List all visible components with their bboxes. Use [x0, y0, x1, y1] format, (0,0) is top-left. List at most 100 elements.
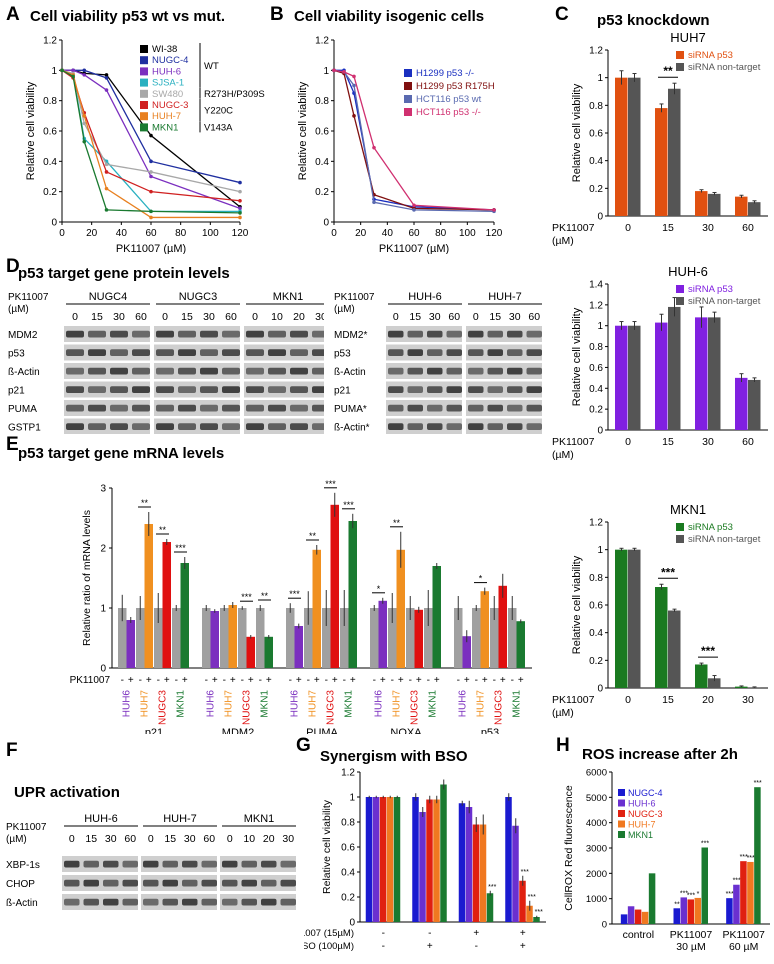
bar-treated: [330, 504, 339, 668]
blot-dose: 30: [105, 833, 117, 845]
x-axis-label: PK11007 (µM): [379, 243, 449, 254]
y-tick-label: 0.8: [589, 342, 603, 353]
data-point: [238, 206, 242, 211]
legend-label: NUGC-3: [628, 809, 663, 819]
blot-band: [201, 879, 217, 887]
panel-title-f: UPR activation: [14, 784, 120, 801]
data-point: [71, 74, 75, 79]
blot-band: [222, 367, 240, 375]
series-line: [62, 69, 241, 209]
blot-band: [407, 386, 423, 394]
bar: [628, 77, 641, 216]
blot-dose: 0: [69, 833, 75, 845]
blot-band: [88, 367, 106, 375]
y-tick-label: 1.2: [589, 518, 603, 529]
cell-line-label: HUH6: [458, 690, 469, 718]
bar: [701, 847, 708, 924]
blot-band: [526, 386, 542, 394]
treatment-plus: +: [182, 675, 188, 686]
bso-condition: +: [520, 941, 526, 952]
bar: [695, 664, 708, 688]
x-tick-label: 100: [459, 228, 476, 239]
chart-subtitle: HUH7: [670, 30, 705, 45]
blot-band: [222, 423, 240, 431]
panel-label-d: D: [6, 256, 20, 277]
blot-band: [110, 423, 128, 431]
blot-dose: 10: [243, 833, 255, 845]
blot-band: [246, 330, 264, 338]
blot-band: [122, 860, 138, 868]
panel-label-b: B: [270, 4, 284, 25]
category-label: 0: [625, 694, 631, 706]
cell-line-label: NUGC3: [158, 690, 169, 725]
y-tick-label: 0: [100, 664, 106, 675]
y-tick-label: 2000: [586, 869, 607, 880]
y-tick-label: 1: [597, 321, 603, 332]
blot-band: [427, 330, 443, 338]
blot-dose: 15: [91, 311, 103, 323]
treatment-minus: -: [157, 675, 160, 686]
legend-swatch: [676, 523, 684, 531]
treatment-minus: -: [205, 675, 208, 686]
blot-band: [222, 879, 238, 887]
treatment-plus: +: [416, 675, 422, 686]
blot-band: [487, 330, 503, 338]
data-point: [149, 209, 153, 214]
treatment-minus: -: [121, 675, 124, 686]
bar: [628, 549, 641, 688]
blot-group-label: MKN1: [273, 291, 304, 303]
legend-swatch: [140, 67, 148, 76]
blot-membrane: [64, 418, 150, 435]
bar-treated: [432, 566, 441, 668]
blot-band: [507, 404, 523, 412]
cell-line-label: MKN1: [176, 690, 187, 718]
data-point: [149, 189, 153, 194]
blot-band: [388, 386, 404, 394]
blot-row-label: ß-Actin*: [334, 423, 370, 434]
significance-stars: **: [663, 64, 673, 78]
blot-band: [526, 404, 542, 412]
gene-label: NOXA: [390, 727, 422, 734]
significance-stars: ***: [661, 565, 675, 579]
blot-dose: 60: [448, 311, 460, 323]
blot-band: [487, 404, 503, 412]
legend-swatch: [618, 831, 625, 838]
series-line: [61, 69, 241, 202]
blot-row-label: PUMA: [8, 404, 37, 415]
blot-band: [132, 404, 150, 412]
blot-row-label: p53: [8, 349, 25, 360]
blot-membrane: [64, 363, 150, 379]
blot-band: [280, 860, 296, 868]
bar: [748, 379, 761, 430]
chart-c-huh7: HUH7 0 0.2 0.4 0.6 0.8 1 1.2 Relative cell viabi…: [552, 30, 768, 247]
bar-control: [202, 608, 211, 668]
cell-line-label: NUGC3: [326, 690, 337, 725]
blot-band: [290, 386, 308, 394]
bar-control: [172, 608, 181, 668]
blot-membrane: [220, 856, 296, 872]
chart-g-synergism: 0 0.2 0.4 0.6 0.8 1 1.2 Relative cell viability…: [304, 768, 546, 952]
bar: [526, 905, 533, 922]
blot-membrane: [466, 400, 542, 416]
cell-line-label: HUH6: [290, 690, 301, 718]
bar-control: [256, 608, 265, 668]
y-tick-label: 1: [100, 604, 106, 615]
significance-stars: ***: [747, 855, 755, 862]
x-tick-label: 80: [175, 228, 187, 239]
bar: [615, 325, 628, 430]
blot-membrane: [62, 856, 138, 872]
blot-band: [222, 898, 238, 906]
data-point: [149, 133, 153, 138]
legend-swatch: [404, 108, 412, 116]
bar: [386, 797, 394, 922]
y-tick-label: 0.2: [43, 187, 57, 198]
blot-band: [222, 349, 240, 357]
blot-band: [468, 349, 484, 357]
blot-band: [66, 386, 84, 394]
bar: [655, 108, 668, 216]
treatment-plus: +: [212, 675, 218, 686]
bar: [479, 824, 487, 922]
treatment-plus: +: [248, 675, 254, 686]
dose-label: PK11007: [6, 822, 47, 833]
blot-band: [507, 349, 523, 357]
